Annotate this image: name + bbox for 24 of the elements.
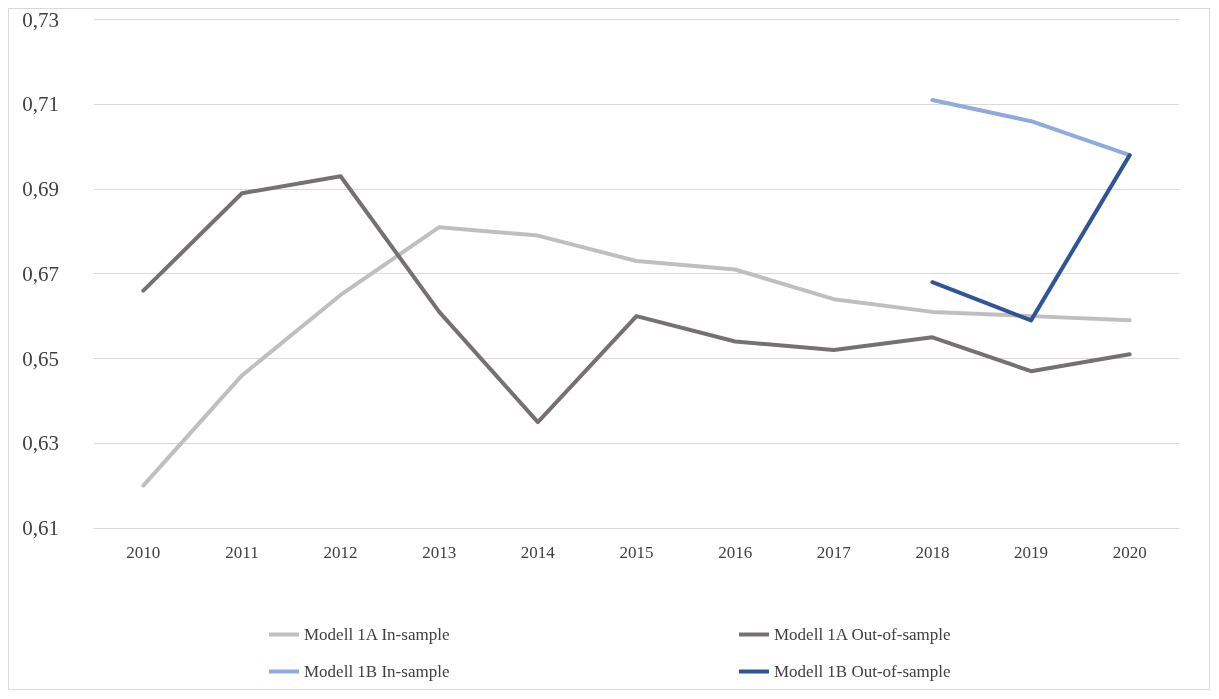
x-tick-label: 2019 (1014, 543, 1049, 562)
legend-label: Modell 1A Out-of-sample (774, 625, 951, 644)
y-tick-label: 0,69 (22, 177, 59, 201)
legend-label: Modell 1A In-sample (304, 625, 450, 644)
y-tick-label: 0,71 (22, 92, 59, 117)
y-tick-label: 0,73 (22, 7, 59, 32)
x-tick-label: 2010 (126, 543, 161, 562)
line-series (141, 174, 1132, 425)
x-tick-label: 2018 (915, 543, 950, 562)
x-tick-label: 2011 (225, 543, 259, 562)
y-tick-label: 0,67 (22, 261, 59, 286)
x-tick-label: 2017 (816, 543, 852, 562)
line-series (141, 225, 1132, 488)
x-tick-label: 2016 (718, 543, 753, 562)
legend-label: Modell 1B Out-of-sample (774, 662, 951, 681)
y-tick-label: 0,61 (22, 516, 59, 540)
y-tick-label: 0,63 (22, 431, 59, 456)
legend-label: Modell 1B In-sample (304, 662, 450, 681)
x-tick-label: 2015 (619, 543, 654, 562)
x-tick-label: 2013 (422, 543, 457, 562)
x-tick-label: 2012 (323, 543, 358, 562)
x-tick-label: 2020 (1112, 543, 1147, 562)
y-tick-label: 0,65 (22, 346, 59, 371)
x-tick-label: 2014 (520, 543, 556, 562)
